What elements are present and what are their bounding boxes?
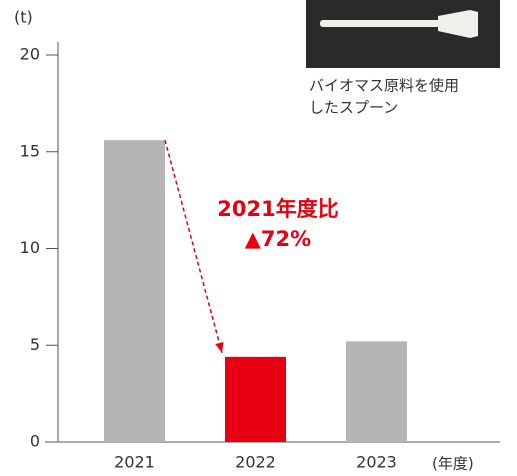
y-tick-label: 10 xyxy=(20,238,40,257)
annotation: 2021年度比 xyxy=(217,197,338,221)
x-axis-label: (年度) xyxy=(432,455,474,473)
change-arrow xyxy=(164,139,223,354)
bar xyxy=(225,356,286,442)
y-tick-label: 0 xyxy=(30,432,40,451)
x-tick-label: 2021 xyxy=(114,453,155,472)
x-tick-label: 2023 xyxy=(356,453,397,472)
y-tick-label: 5 xyxy=(30,335,40,354)
image-caption: バイオマス原料を使用 xyxy=(309,77,459,95)
annotation: ▲72% xyxy=(245,227,311,251)
spoon xyxy=(320,10,478,38)
y-tick-label: 15 xyxy=(20,141,40,160)
y-tick-label: 20 xyxy=(20,45,40,64)
bar xyxy=(346,341,407,442)
image-caption: したスプーン xyxy=(309,99,398,117)
y-axis-label: (t) xyxy=(14,8,33,27)
x-tick-label: 2022 xyxy=(235,453,276,472)
bar xyxy=(104,140,165,442)
arrow-head xyxy=(215,341,224,353)
